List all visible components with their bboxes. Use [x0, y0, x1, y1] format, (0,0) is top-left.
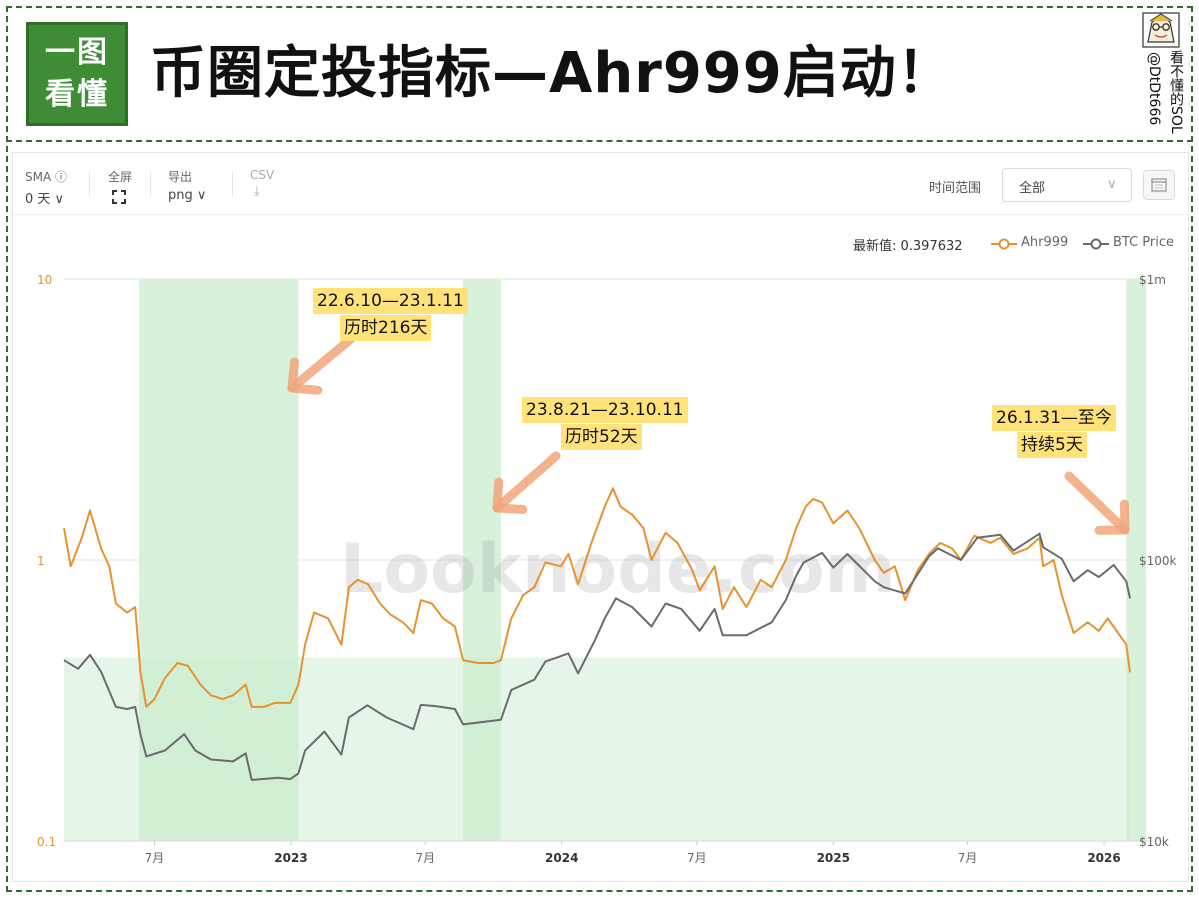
watermark: Looknode.com [340, 530, 896, 609]
annotation-arrow-head [492, 477, 528, 514]
fullscreen-icon[interactable] [112, 190, 126, 204]
y-tick-right: $10k [1139, 835, 1169, 849]
export-format-select[interactable]: png ∨ [168, 188, 207, 203]
annotation-2-line-1: 23.8.21—23.10.11 [522, 397, 688, 423]
range-label: 时间范围 [929, 181, 982, 196]
author-tag: 看不懂的SOL @DtDt666 [1144, 50, 1186, 150]
csv-label: CSV [250, 168, 275, 182]
series-line-btc-price [63, 532, 1131, 781]
legend-btc-marker [1083, 238, 1109, 250]
annotation-arrow-head [287, 357, 323, 395]
chevron-down-icon: ∨ [1107, 177, 1117, 192]
export-label: 导出 [168, 170, 193, 184]
annotation-1-line-2: 历时216天 [340, 315, 432, 341]
y-tick-right: $1m [1139, 273, 1166, 287]
y-tick-left: 10 [37, 273, 52, 287]
y-tick-right: $100k [1139, 554, 1177, 568]
author-handle: @DtDt666 [1146, 52, 1162, 126]
brand-logo: 一图 看懂 [26, 22, 128, 126]
y-tick-left: 0.1 [37, 835, 56, 849]
toolbar-divider [12, 214, 1189, 215]
legend-btc-price[interactable]: BTC Price [1113, 235, 1175, 250]
annotation-arrow [1064, 471, 1130, 535]
x-tick-label: 7月 [415, 851, 435, 865]
legend-ahr999[interactable]: Ahr999 [1021, 235, 1069, 250]
logo-line-2: 看懂 [45, 77, 109, 112]
csv-download-icon[interactable]: ⤓ [254, 184, 260, 199]
latest-value: 最新值: 0.397632 [853, 239, 963, 254]
page-title: 币圈定投指标—Ahr999启动！ [150, 41, 954, 106]
sma-label: SMA ⓘ [25, 170, 67, 184]
toolbar-separator [232, 172, 233, 196]
annotation-2-line-2: 历时52天 [561, 424, 642, 450]
annotation-arrow [287, 333, 357, 393]
y-tick-left: 1 [37, 554, 45, 568]
outer-dashed-frame [6, 6, 1193, 892]
x-tick-label: 2023 [274, 851, 307, 865]
calendar-button[interactable] [1143, 170, 1175, 200]
x-tick-label: 2025 [817, 851, 850, 865]
sma-select[interactable]: 0 天 ∨ [25, 192, 65, 207]
x-tick-label: 7月 [145, 851, 165, 865]
header-divider [6, 140, 1193, 142]
toolbar-separator [89, 172, 90, 196]
logo-line-1: 一图 [45, 35, 109, 70]
range-value: 全部 [1019, 181, 1046, 196]
x-tick-label: 2024 [545, 851, 578, 865]
x-tick-label: 7月 [687, 851, 707, 865]
author-avatar-icon [1142, 12, 1180, 48]
toolbar-separator [150, 172, 151, 196]
fullscreen-label: 全屏 [108, 170, 133, 184]
annotation-arrow [492, 451, 561, 513]
series-line-ahr999 [63, 487, 1131, 708]
x-tick-label: 7月 [958, 851, 978, 865]
annotation-1-line-1: 22.6.10—23.1.11 [313, 288, 468, 314]
calendar-icon [1151, 178, 1167, 192]
annotation-3-line-1: 26.1.31—至今 [992, 405, 1116, 431]
range-select[interactable]: 全部 ∨ [1002, 168, 1132, 202]
author-name: 看不懂的SOL [1168, 50, 1184, 134]
annotation-3-line-2: 持续5天 [1017, 432, 1087, 458]
x-tick-label: 2026 [1087, 851, 1120, 865]
annotation-arrow-head [1094, 499, 1130, 535]
legend-ahr999-marker [991, 238, 1017, 250]
